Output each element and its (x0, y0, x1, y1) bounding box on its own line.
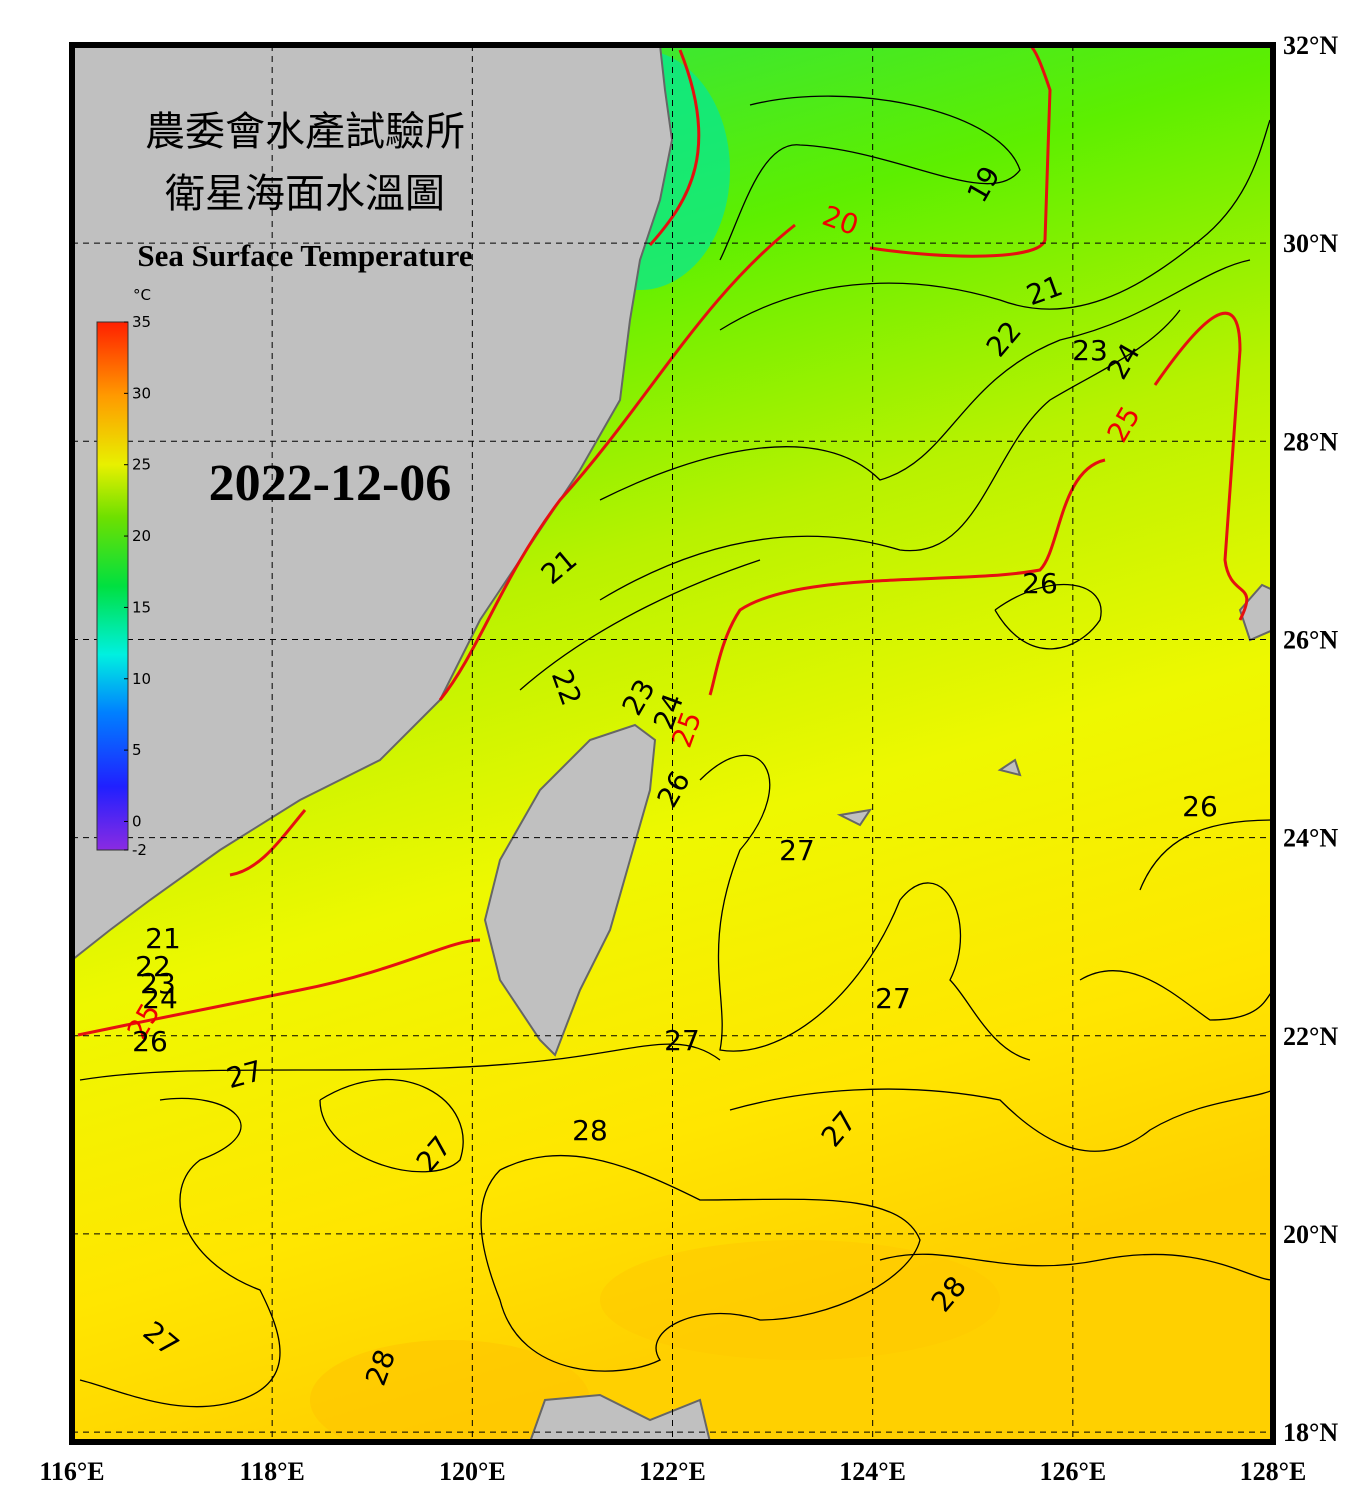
colorbar-ticks: 35 30 25 20 15 10 5 0 -2 (124, 313, 151, 859)
lon-tick-label: 122°E (639, 1457, 706, 1486)
lat-tick-label: 24°N (1283, 824, 1338, 853)
title-line: 衛星海面水溫圖 (165, 171, 445, 217)
graticule (71, 44, 1274, 1442)
contour-label: 21 (145, 922, 181, 955)
contour-label: 27 (875, 982, 911, 1015)
colorbar-tick-label: 0 (132, 812, 142, 830)
lat-tick-label: 28°N (1283, 427, 1338, 456)
colorbar-tick-label: 15 (132, 598, 151, 616)
colorbar-tick-label: 35 (132, 313, 151, 331)
warm-water (310, 1340, 590, 1442)
land-taiwan (483, 723, 657, 1057)
colorbar-tick-label: 25 (132, 456, 151, 474)
lat-tick-label: 22°N (1283, 1022, 1338, 1051)
colorbar-tick-label: -2 (132, 841, 147, 859)
land-ryukyu (836, 583, 1273, 827)
lat-tick-label: 20°N (1283, 1220, 1338, 1249)
lon-tick-label: 126°E (1039, 1457, 1106, 1486)
lat-tick-label: 32°N (1283, 31, 1338, 60)
lat-tick-label: 30°N (1283, 229, 1338, 258)
contour-label: 24 (142, 982, 178, 1015)
colorbar (96, 321, 129, 851)
contour-label: 27 (664, 1024, 700, 1057)
contour-label: 27 (779, 834, 815, 867)
colorbar-tick-label: 20 (132, 527, 151, 545)
colorbar-tick-label: 10 (132, 670, 151, 688)
lat-tick-label: 26°N (1283, 625, 1338, 654)
contour-label: 26 (132, 1025, 168, 1058)
contour-label: 22 (135, 950, 171, 983)
date: 2022-12-06 (209, 455, 452, 512)
contour-label: 23 (140, 967, 176, 1000)
land-luzon (528, 1393, 712, 1442)
contour-label: 26 (1022, 567, 1058, 600)
contour-label: 23 (1072, 334, 1108, 367)
colorbar-unit: °C (133, 286, 151, 304)
lon-tick-label: 128°E (1240, 1457, 1307, 1486)
title-line: 農委會水產試驗所 (145, 109, 465, 155)
contour-label: 26 (1182, 790, 1218, 823)
colorbar-tick-label: 30 (132, 384, 151, 402)
lon-tick-label: 118°E (240, 1457, 305, 1486)
subtitle: Sea Surface Temperature (137, 238, 472, 273)
lon-tick-label: 120°E (439, 1457, 506, 1486)
lon-tick-label: 116°E (39, 1457, 104, 1486)
isotherms (79, 95, 1273, 1408)
contour-label: 28 (572, 1114, 608, 1147)
isotherms-major (77, 45, 1249, 1037)
colorbar-tick-label: 5 (132, 741, 142, 759)
lon-tick-label: 124°E (839, 1457, 906, 1486)
lat-tick-label: 18°N (1283, 1418, 1338, 1447)
